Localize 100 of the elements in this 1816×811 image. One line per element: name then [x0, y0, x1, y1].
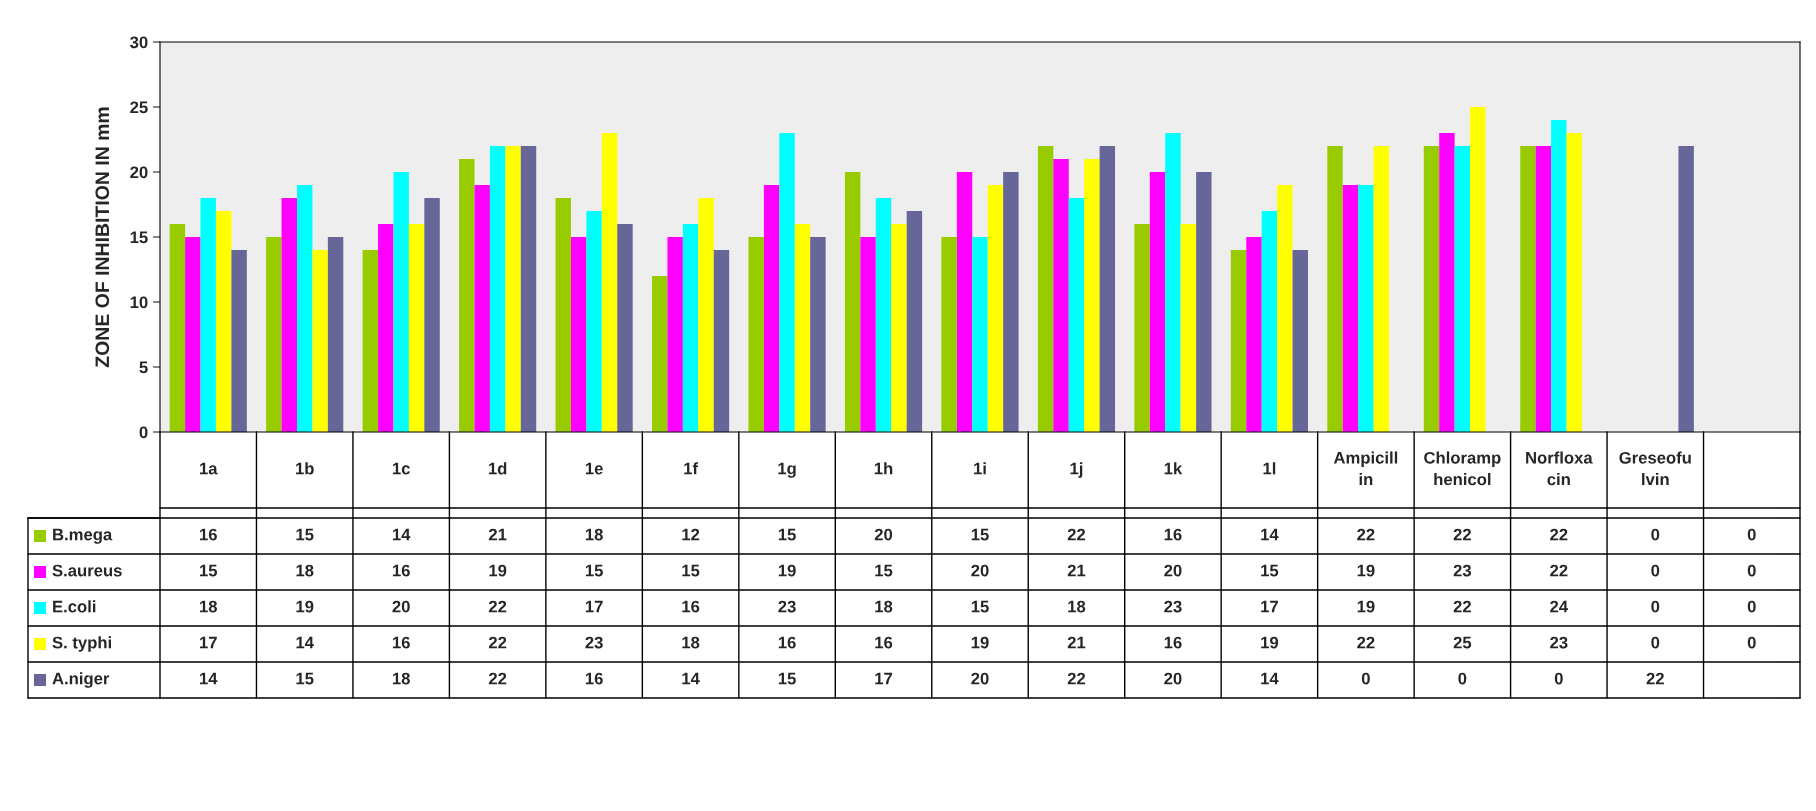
- legend-label: E.coli: [53, 600, 96, 613]
- y-tick-label: 10: [130, 296, 148, 309]
- data-label: 20: [1164, 672, 1182, 685]
- data-label: 15: [971, 528, 989, 541]
- data-label: 18: [392, 672, 410, 685]
- data-label: 22: [1550, 528, 1568, 541]
- bar: [698, 198, 714, 432]
- x-tick-label: 1c: [392, 462, 410, 475]
- legend-label: B.mega: [53, 528, 113, 544]
- data-label: 22: [1550, 564, 1568, 577]
- bar: [393, 172, 409, 432]
- bar: [1470, 107, 1486, 432]
- bar: [1037, 146, 1054, 432]
- bar: [378, 224, 394, 432]
- bar: [281, 198, 297, 432]
- data-label: 14: [200, 672, 218, 685]
- data-label: 17: [875, 672, 893, 685]
- bar: [185, 237, 201, 432]
- data-label: 18: [682, 636, 700, 649]
- data-label: 19: [1357, 564, 1375, 577]
- bar: [1053, 159, 1069, 432]
- data-label: 19: [489, 564, 507, 577]
- data-label: 18: [875, 600, 893, 613]
- bar: [362, 250, 379, 432]
- data-label: 16: [875, 636, 893, 649]
- bar: [1084, 159, 1100, 432]
- y-tick-label: 5: [139, 361, 148, 374]
- legend-label: S.aureus: [52, 564, 122, 577]
- bar: [1678, 146, 1694, 432]
- y-tick-label: 20: [130, 166, 148, 179]
- y-tick-label: 15: [130, 231, 148, 244]
- bar: [956, 172, 973, 432]
- bar: [652, 276, 668, 432]
- bar: [586, 211, 602, 432]
- data-label: 0: [1747, 600, 1756, 613]
- data-label: 18: [1068, 600, 1086, 613]
- data-label: 20: [392, 600, 410, 613]
- data-label: 15: [778, 672, 796, 685]
- x-tick-label: 1l: [1263, 462, 1276, 475]
- y-tick-label: 0: [139, 426, 148, 439]
- data-label: 0: [1747, 564, 1756, 577]
- bar: [555, 198, 571, 432]
- x-tick-label: Chloramphenicol: [1424, 451, 1501, 486]
- data-label: 21: [1067, 636, 1086, 649]
- bar: [1003, 172, 1019, 432]
- x-tick-label: Norfloxacin: [1526, 451, 1593, 486]
- data-label: 22: [1067, 528, 1086, 541]
- data-label: 23: [1453, 564, 1472, 577]
- bar: [667, 237, 683, 432]
- data-label: 0: [1747, 528, 1756, 541]
- bar: [312, 250, 328, 432]
- data-label: 15: [585, 564, 603, 577]
- x-tick-label: Greseofulvin: [1619, 451, 1691, 486]
- x-tick-label: 1j: [1070, 462, 1083, 478]
- bar: [1149, 172, 1166, 432]
- bar: [1358, 185, 1374, 432]
- bar: [505, 146, 521, 432]
- data-label: 17: [1261, 600, 1278, 613]
- data-label: 19: [1261, 636, 1279, 649]
- bar: [1196, 172, 1212, 432]
- data-label: 15: [296, 528, 314, 541]
- data-label: 15: [1261, 564, 1279, 577]
- bar: [941, 237, 957, 432]
- bar: [1454, 146, 1471, 432]
- data-label: 16: [1164, 636, 1182, 649]
- x-tick-label: 1g: [778, 462, 796, 478]
- x-tick-label: 1k: [1164, 462, 1183, 475]
- data-label: 22: [1453, 600, 1471, 613]
- data-label: 16: [682, 600, 700, 613]
- bar: [844, 172, 861, 432]
- bar: [1246, 237, 1262, 432]
- data-label: 0: [1651, 600, 1660, 613]
- data-label: 15: [296, 672, 314, 685]
- bar: [1134, 224, 1150, 432]
- x-tick-label: 1b: [296, 462, 314, 475]
- data-label: 22: [1357, 528, 1375, 541]
- data-label: 22: [1357, 636, 1375, 649]
- data-label: 22: [488, 600, 507, 613]
- x-tick-label: 1d: [488, 462, 507, 475]
- data-label: 16: [778, 636, 796, 649]
- bar: [601, 133, 618, 432]
- x-tick-label: 1h: [874, 462, 893, 475]
- data-label: 0: [1361, 672, 1370, 685]
- data-label: 14: [392, 528, 411, 541]
- bar: [810, 237, 826, 432]
- data-label: 16: [392, 564, 410, 577]
- bar: [327, 237, 344, 432]
- legend-label: A.niger: [52, 672, 110, 688]
- data-label: 22: [488, 672, 507, 685]
- bar: [682, 224, 699, 432]
- bar: [459, 159, 475, 432]
- x-tick-label: 1e: [585, 462, 603, 475]
- data-label: 23: [1550, 636, 1568, 649]
- bar: [474, 185, 490, 432]
- x-tick-label: Ampicillin: [1333, 451, 1398, 486]
- bar: [296, 185, 313, 432]
- bar: [169, 224, 186, 432]
- data-label: 14: [682, 672, 700, 685]
- bar: [1520, 146, 1536, 432]
- data-label: 15: [971, 600, 989, 613]
